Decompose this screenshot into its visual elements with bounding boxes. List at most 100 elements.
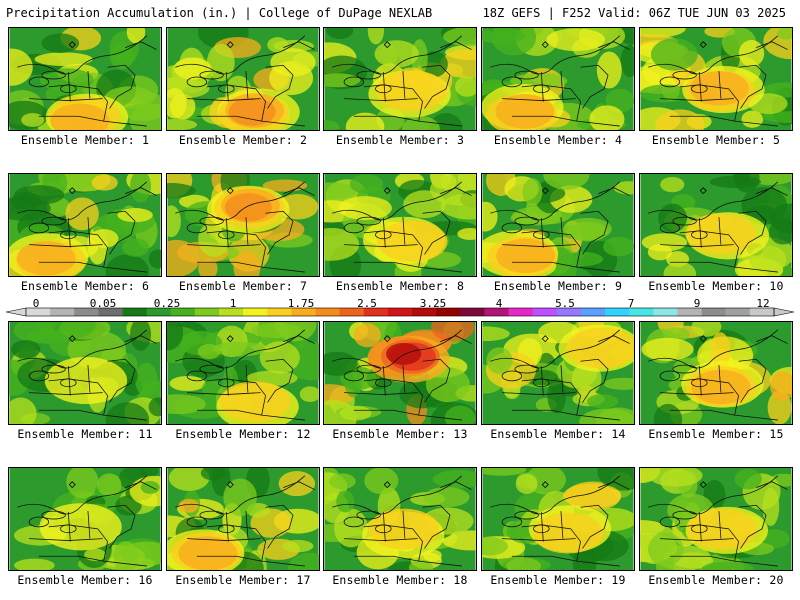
ensemble-panel: Ensemble Member: 11 (8, 321, 162, 441)
colorbar-swatch (725, 308, 751, 316)
precip-map (323, 467, 477, 571)
station-marker-icon (699, 41, 707, 49)
member-label: Ensemble Member: 4 (493, 133, 623, 147)
colorbar-swatch (532, 308, 558, 316)
precip-map (166, 321, 320, 425)
member-label: Ensemble Member: 6 (20, 279, 150, 293)
member-label: Ensemble Member: 13 (332, 427, 468, 441)
colorbar-tick-label: 4 (495, 297, 503, 310)
member-label: Ensemble Member: 17 (175, 573, 311, 587)
member-label: Ensemble Member: 9 (493, 279, 623, 293)
ensemble-panel: Ensemble Member: 4 (481, 27, 635, 147)
station-marker-icon (699, 187, 707, 195)
station-marker-icon (226, 187, 234, 195)
colorbar-tick-label: 9 (693, 297, 701, 310)
member-label: Ensemble Member: 1 (20, 133, 150, 147)
station-marker-icon (226, 335, 234, 343)
member-label: Ensemble Member: 15 (648, 427, 784, 441)
ensemble-panel: Ensemble Member: 12 (166, 321, 320, 441)
station-marker-icon (68, 187, 76, 195)
colorbar-tick-label: 1 (229, 297, 237, 310)
station-marker-icon (383, 481, 391, 489)
precip-map (323, 27, 477, 131)
member-label: Ensemble Member: 14 (490, 427, 626, 441)
member-label: Ensemble Member: 8 (335, 279, 465, 293)
precip-map (481, 173, 635, 277)
colorbar-tick-label: 0 (32, 297, 40, 310)
precip-map (323, 173, 477, 277)
colorbar-swatch (170, 308, 196, 316)
colorbar-swatch (339, 308, 365, 316)
station-marker-icon (541, 481, 549, 489)
precip-map (8, 27, 162, 131)
colorbar-swatch (749, 308, 775, 316)
station-marker-icon (68, 41, 76, 49)
ensemble-panel: Ensemble Member: 3 (323, 27, 477, 147)
station-marker-icon (541, 187, 549, 195)
station-marker-icon (383, 41, 391, 49)
ensemble-panel: Ensemble Member: 13 (323, 321, 477, 441)
precip-map (481, 467, 635, 571)
member-label: Ensemble Member: 2 (178, 133, 308, 147)
member-label: Ensemble Member: 10 (648, 279, 784, 293)
ensemble-panel: Ensemble Member: 5 (639, 27, 793, 147)
member-label: Ensemble Member: 7 (178, 279, 308, 293)
station-marker-icon (383, 187, 391, 195)
colorbar-swatch (267, 308, 292, 316)
colorbar-swatch (436, 308, 461, 316)
colorbar-tick-label: 7 (627, 297, 635, 310)
valid-time: 18Z GEFS | F252 Valid: 06Z TUE JUN 03 20… (482, 6, 786, 20)
chart-title: Precipitation Accumulation (in.) | Colle… (6, 6, 433, 20)
colorbar-swatch (50, 308, 75, 316)
ensemble-panel: Ensemble Member: 9 (481, 173, 635, 293)
member-label: Ensemble Member: 16 (17, 573, 153, 587)
colorbar-swatch (122, 308, 147, 316)
precip-map (639, 321, 793, 425)
colorbar-tick-label: 0.05 (89, 297, 117, 310)
ensemble-panel: Ensemble Member: 17 (166, 467, 320, 587)
precip-map (166, 467, 320, 571)
colorbar-swatch (677, 308, 702, 316)
colorbar-tick-label: 1.75 (287, 297, 315, 310)
colorbar-tick-label: 2.5 (357, 297, 377, 310)
ensemble-panel: Ensemble Member: 6 (8, 173, 162, 293)
precip-map (639, 467, 793, 571)
station-marker-icon (68, 335, 76, 343)
colorbar-swatch (194, 308, 220, 316)
precip-map (8, 321, 162, 425)
colorbar-swatch (701, 308, 727, 316)
precip-map (166, 27, 320, 131)
colorbar-swatch (508, 308, 534, 316)
precip-map (639, 173, 793, 277)
precip-map (166, 173, 320, 277)
colorbar-swatch (580, 308, 606, 316)
precip-map (481, 27, 635, 131)
colorbar-swatch (219, 308, 244, 316)
colorbar-tick-label: 12 (756, 297, 770, 310)
colorbar-swatch (412, 308, 437, 316)
colorbar-tick-label: 0.25 (153, 297, 181, 310)
member-label: Ensemble Member: 20 (648, 573, 784, 587)
precip-map (8, 467, 162, 571)
ensemble-panel: Ensemble Member: 16 (8, 467, 162, 587)
colorbar-right-arrow (773, 307, 795, 317)
ensemble-panel: Ensemble Member: 20 (639, 467, 793, 587)
ensemble-panel: Ensemble Member: 19 (481, 467, 635, 587)
colorbar-swatch (363, 308, 389, 316)
ensemble-panel: Ensemble Member: 14 (481, 321, 635, 441)
station-marker-icon (68, 481, 76, 489)
ensemble-panel: Ensemble Member: 7 (166, 173, 320, 293)
ensemble-panel: Ensemble Member: 18 (323, 467, 477, 587)
colorbar-swatch (556, 308, 582, 316)
station-marker-icon (699, 335, 707, 343)
colorbar-swatch (243, 308, 268, 316)
ensemble-panel: Ensemble Member: 15 (639, 321, 793, 441)
ensemble-panel: Ensemble Member: 1 (8, 27, 162, 147)
colorbar-swatch (629, 308, 654, 316)
precip-colorbar (5, 307, 795, 317)
colorbar-swatch (74, 308, 99, 316)
station-marker-icon (541, 335, 549, 343)
colorbar-tick-label: 3.25 (419, 297, 447, 310)
colorbar-left-arrow (5, 307, 27, 317)
member-label: Ensemble Member: 19 (490, 573, 626, 587)
